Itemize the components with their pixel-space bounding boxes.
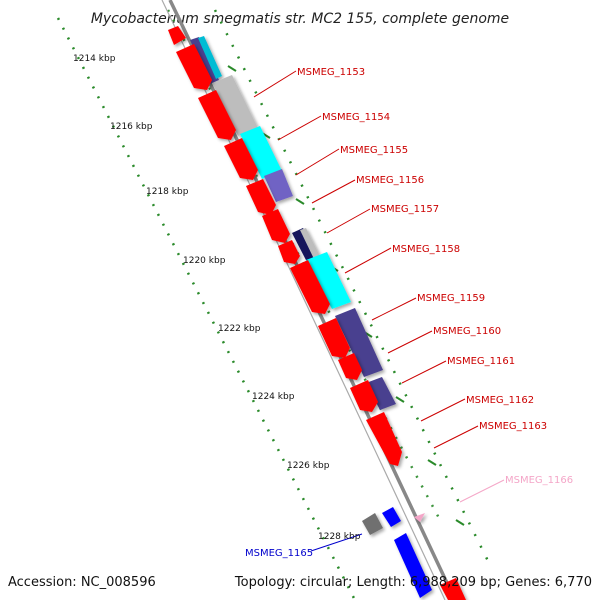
accession-text: Accession: NC_008596 (8, 575, 156, 590)
leader-1156 (311, 179, 356, 204)
cds-1161 (338, 353, 362, 380)
gene-label-1159[interactable]: MSMEG_1159 (417, 293, 485, 304)
cds-1162 (350, 380, 378, 412)
cog-block-1154 (212, 75, 258, 136)
gene-label-1158[interactable]: MSMEG_1158 (392, 244, 460, 255)
gene-label-1163[interactable]: MSMEG_1163 (479, 421, 547, 432)
cog-block-gray (362, 513, 383, 535)
gene-label-1155[interactable]: MSMEG_1155 (340, 145, 408, 156)
cds-1156 (246, 179, 276, 215)
kbp-label: 1228 kbp (318, 532, 361, 542)
cds-end (440, 578, 466, 600)
cog-block-1157b (300, 228, 320, 259)
cog-block-1161 (366, 377, 396, 410)
cog-block-1158 (306, 252, 351, 309)
guide-rings (56, 9, 492, 600)
leader-1157 (326, 208, 371, 234)
kbp-label: 1226 kbp (287, 461, 330, 471)
gene-label-1156[interactable]: MSMEG_1156 (356, 175, 424, 186)
leader-1155 (295, 148, 340, 176)
leader-1165 (310, 533, 363, 552)
inner-dotted-ring (56, 17, 357, 600)
cds-1155 (224, 138, 258, 180)
cog-block-1153 (190, 37, 219, 84)
outer-dotted-ring (213, 9, 492, 566)
cds-1157 (262, 209, 290, 243)
gene-labels: MSMEG_1153 MSMEG_1154 MSMEG_1155 MSMEG_1… (245, 67, 573, 559)
cds-1159 (290, 260, 330, 314)
cds-1154 (198, 90, 236, 140)
leader-1160 (387, 330, 433, 354)
kbp-label: 1222 kbp (218, 324, 261, 334)
cds-1152 (168, 26, 186, 45)
genome-summary-text: Topology: circular; Length: 6,988,209 bp… (234, 575, 592, 590)
backbone-inner (161, 0, 446, 600)
leader-1154 (277, 115, 322, 141)
cog-block-1155 (240, 126, 282, 179)
leader-1161 (401, 360, 447, 384)
cog-block-1156 (264, 169, 293, 202)
gene-label-1161[interactable]: MSMEG_1161 (447, 356, 515, 367)
leader-1153 (253, 70, 297, 98)
leader-1158 (344, 247, 392, 274)
kbp-label: 1220 kbp (183, 256, 226, 266)
kbp-label: 1216 kbp (110, 122, 153, 132)
cog-block-1160 (335, 308, 383, 377)
leader-1162 (420, 398, 466, 422)
cds-1153 (176, 44, 212, 90)
gene-label-1162[interactable]: MSMEG_1162 (466, 395, 534, 406)
kbp-label: 1214 kbp (73, 54, 116, 64)
gene-label-1166[interactable]: MSMEG_1166 (505, 475, 573, 486)
cds-1160 (318, 318, 350, 358)
kbp-label: 1224 kbp (252, 392, 295, 402)
cog-track (190, 36, 432, 598)
gene-label-1154[interactable]: MSMEG_1154 (322, 112, 390, 123)
cds-track (168, 26, 466, 600)
kbp-label: 1218 kbp (146, 187, 189, 197)
leader-1159 (371, 297, 417, 321)
map-title: Mycobacterium smegmatis str. MC2 155, co… (91, 11, 509, 27)
cog-block-1165 (382, 507, 401, 527)
scale-labels: 1214 kbp 1216 kbp 1218 kbp 1220 kbp 1222… (73, 54, 361, 542)
gene-label-1165[interactable]: MSMEG_1165 (245, 548, 313, 559)
gene-label-1157[interactable]: MSMEG_1157 (371, 204, 439, 215)
cog-block-1153b (198, 36, 222, 79)
cog-block-1165b (394, 533, 432, 598)
gene-label-1153[interactable]: MSMEG_1153 (297, 67, 365, 78)
cds-1158 (278, 240, 300, 264)
gene-label-1160[interactable]: MSMEG_1160 (433, 326, 501, 337)
leader-1163 (433, 425, 479, 449)
leader-1166 (459, 479, 505, 503)
label-leaders (253, 70, 505, 552)
cog-block-1166 (414, 513, 425, 522)
cds-1163 (366, 412, 402, 466)
